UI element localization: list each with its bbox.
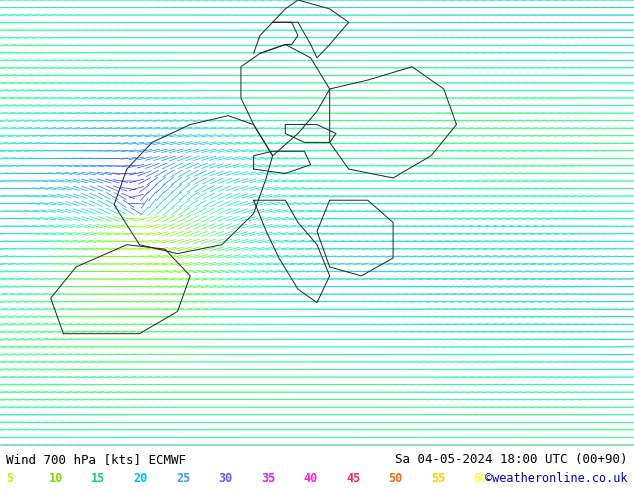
Text: Sa 04-05-2024 18:00 UTC (00+90): Sa 04-05-2024 18:00 UTC (00+90): [395, 453, 628, 466]
Text: 55: 55: [431, 472, 445, 486]
Text: 15: 15: [91, 472, 105, 486]
Text: 20: 20: [134, 472, 148, 486]
Text: 30: 30: [219, 472, 233, 486]
Text: 60: 60: [474, 472, 488, 486]
Text: ©weatheronline.co.uk: ©weatheronline.co.uk: [485, 472, 628, 486]
Text: 35: 35: [261, 472, 275, 486]
Text: 45: 45: [346, 472, 360, 486]
Text: 5: 5: [6, 472, 13, 486]
Text: 50: 50: [389, 472, 403, 486]
Text: 10: 10: [49, 472, 63, 486]
Text: Wind 700 hPa [kts] ECMWF: Wind 700 hPa [kts] ECMWF: [6, 453, 186, 466]
Text: 25: 25: [176, 472, 190, 486]
Text: 40: 40: [304, 472, 318, 486]
